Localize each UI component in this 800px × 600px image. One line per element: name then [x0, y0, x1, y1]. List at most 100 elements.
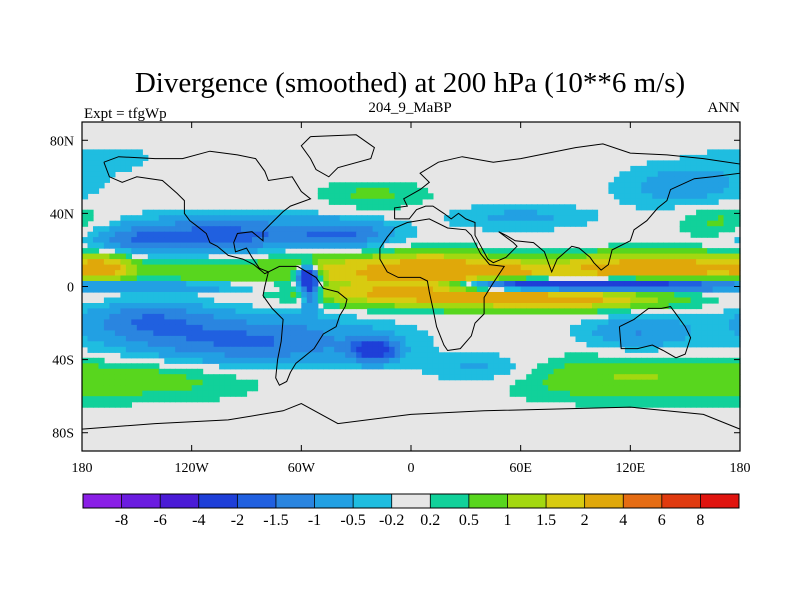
contour-cell [553, 253, 560, 260]
contour-cell [586, 248, 593, 255]
contour-cell [602, 270, 609, 277]
contour-cell [657, 357, 664, 364]
contour-cell [405, 292, 412, 299]
contour-cell [142, 292, 149, 299]
contour-cell [241, 275, 248, 282]
contour-cell [82, 303, 89, 310]
contour-cell [383, 297, 390, 304]
contour-cell [652, 270, 659, 277]
contour-cell [306, 242, 313, 249]
contour-cell [400, 237, 407, 244]
contour-cell [98, 171, 105, 178]
contour-cell [542, 264, 549, 271]
contour-cell [252, 335, 259, 342]
contour-cell [679, 341, 686, 348]
contour-cell [487, 264, 494, 271]
contour-cell [679, 390, 686, 397]
contour-cell [109, 253, 116, 260]
contour-cell [246, 346, 253, 353]
contour-cell [180, 264, 187, 271]
contour-cell [257, 242, 264, 249]
contour-cell [443, 286, 450, 293]
contour-cell [103, 335, 110, 342]
contour-cell [438, 374, 445, 381]
contour-cell [723, 341, 730, 348]
contour-cell [531, 275, 538, 282]
contour-cell [224, 242, 231, 249]
contour-cell [213, 270, 220, 277]
contour-cell [723, 324, 730, 331]
contour-cell [361, 253, 368, 260]
contour-cell [630, 270, 637, 277]
contour-cell [93, 165, 100, 172]
contour-cell [224, 303, 231, 310]
contour-cell [350, 324, 357, 331]
contour-cell [131, 149, 138, 156]
contour-cell [98, 379, 105, 386]
contour-cell [674, 182, 681, 189]
contour-cell [356, 303, 363, 310]
contour-cell [471, 270, 478, 277]
contour-cell [498, 281, 505, 288]
contour-cell [378, 357, 385, 364]
contour-cell [169, 324, 176, 331]
contour-cell [679, 286, 686, 293]
contour-cell [592, 335, 599, 342]
contour-cell [394, 231, 401, 238]
contour-cell [564, 303, 571, 310]
colorbar-label: -1.5 [263, 512, 288, 529]
contour-cell [219, 379, 226, 386]
contour-cell [701, 330, 708, 337]
contour-cell [153, 237, 160, 244]
contour-cell [454, 308, 461, 315]
contour-cell [416, 264, 423, 271]
contour-cell [613, 292, 620, 299]
contour-cell [537, 275, 544, 282]
contour-cell [235, 308, 242, 315]
contour-cell [663, 281, 670, 288]
contour-cell [93, 248, 100, 255]
contour-cell [263, 220, 270, 227]
contour-cell [186, 396, 193, 403]
contour-cell [153, 242, 160, 249]
contour-cell [487, 352, 494, 359]
contour-cell [729, 396, 736, 403]
contour-cell [465, 270, 472, 277]
contour-cell [367, 253, 374, 260]
contour-cell [696, 187, 703, 194]
contour-cell [93, 401, 100, 408]
contour-cell [449, 368, 456, 375]
contour-cell [482, 374, 489, 381]
contour-cell [498, 209, 505, 216]
contour-cell [120, 160, 127, 167]
contour-cell [400, 253, 407, 260]
contour-cell [230, 231, 237, 238]
contour-cell [164, 379, 171, 386]
contour-cell [696, 385, 703, 392]
contour-cell [416, 335, 423, 342]
contour-cell [559, 385, 566, 392]
contour-cell [690, 171, 697, 178]
contour-cell [295, 231, 302, 238]
contour-cell [290, 292, 297, 299]
contour-cell [197, 242, 204, 249]
contour-cell [235, 220, 242, 227]
contour-cell [635, 346, 642, 353]
contour-cell [690, 242, 697, 249]
contour-cell [191, 220, 198, 227]
contour-cell [635, 297, 642, 304]
contour-cell [575, 396, 582, 403]
contour-cell [378, 303, 385, 310]
contour-cell [93, 231, 100, 238]
contour-cell [701, 270, 708, 277]
contour-cell [125, 363, 132, 370]
contour-cell [383, 248, 390, 255]
y-tick-label: 40S [52, 354, 74, 369]
contour-cell [334, 215, 341, 222]
contour-cell [213, 396, 220, 403]
contour-cell [674, 281, 681, 288]
contour-cell [701, 390, 708, 397]
contour-cell [208, 286, 215, 293]
contour-cell [252, 357, 259, 364]
contour-cell [98, 313, 105, 320]
